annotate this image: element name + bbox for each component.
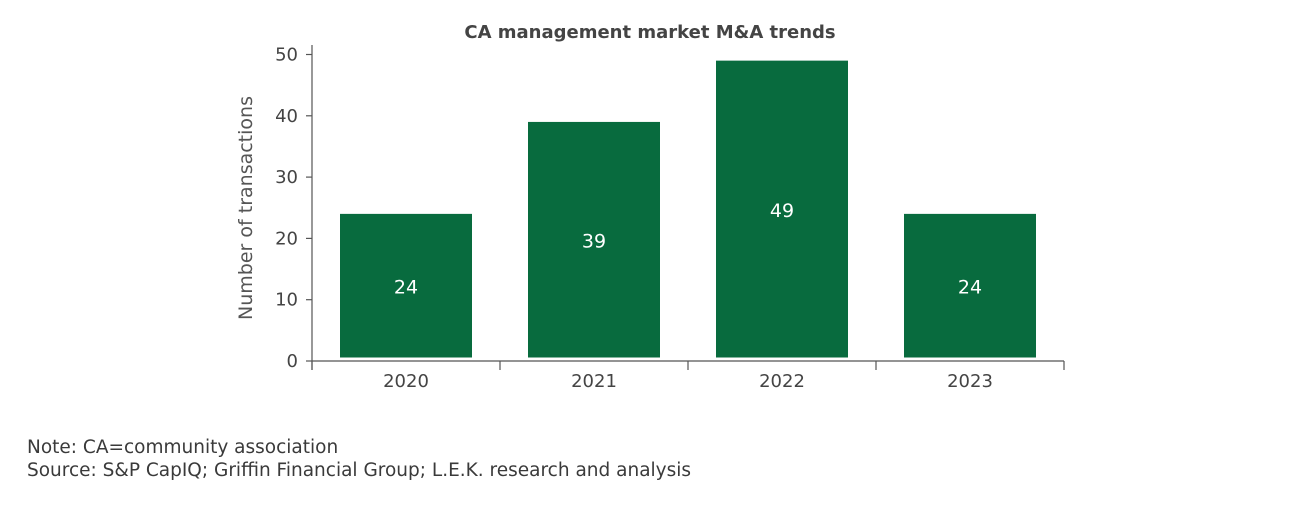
y-tick-label: 0: [287, 351, 298, 372]
bar-chart: CA management market M&A trends Number o…: [235, 22, 1065, 392]
x-tick-label: 2023: [947, 371, 993, 392]
y-tick-label: 10: [275, 290, 298, 311]
data-label: 24: [394, 276, 418, 298]
data-label: 24: [958, 276, 982, 298]
source-text: Source: S&P CapIQ; Griffin Financial Gro…: [27, 460, 692, 481]
bar-2020: [340, 213, 472, 358]
y-axis-label: Number of transactions: [235, 96, 257, 320]
bar-2023: [904, 213, 1036, 358]
y-tick-label: 50: [275, 45, 298, 66]
note-text: Note: CA=community association: [27, 437, 339, 458]
data-label: 39: [582, 230, 606, 252]
chart-title: CA management market M&A trends: [464, 22, 835, 43]
y-tick-label: 30: [275, 167, 298, 188]
x-tick-label: 2021: [571, 371, 617, 392]
x-tick-label: 2022: [759, 371, 805, 392]
bar-2021: [528, 121, 660, 358]
data-label: 49: [770, 200, 794, 222]
y-tick-label: 20: [275, 228, 298, 249]
chart-footnotes: Note: CA=community association Source: S…: [27, 436, 691, 482]
y-tick-label: 40: [275, 106, 298, 127]
bar-2022: [716, 60, 848, 358]
x-tick-label: 2020: [383, 371, 429, 392]
